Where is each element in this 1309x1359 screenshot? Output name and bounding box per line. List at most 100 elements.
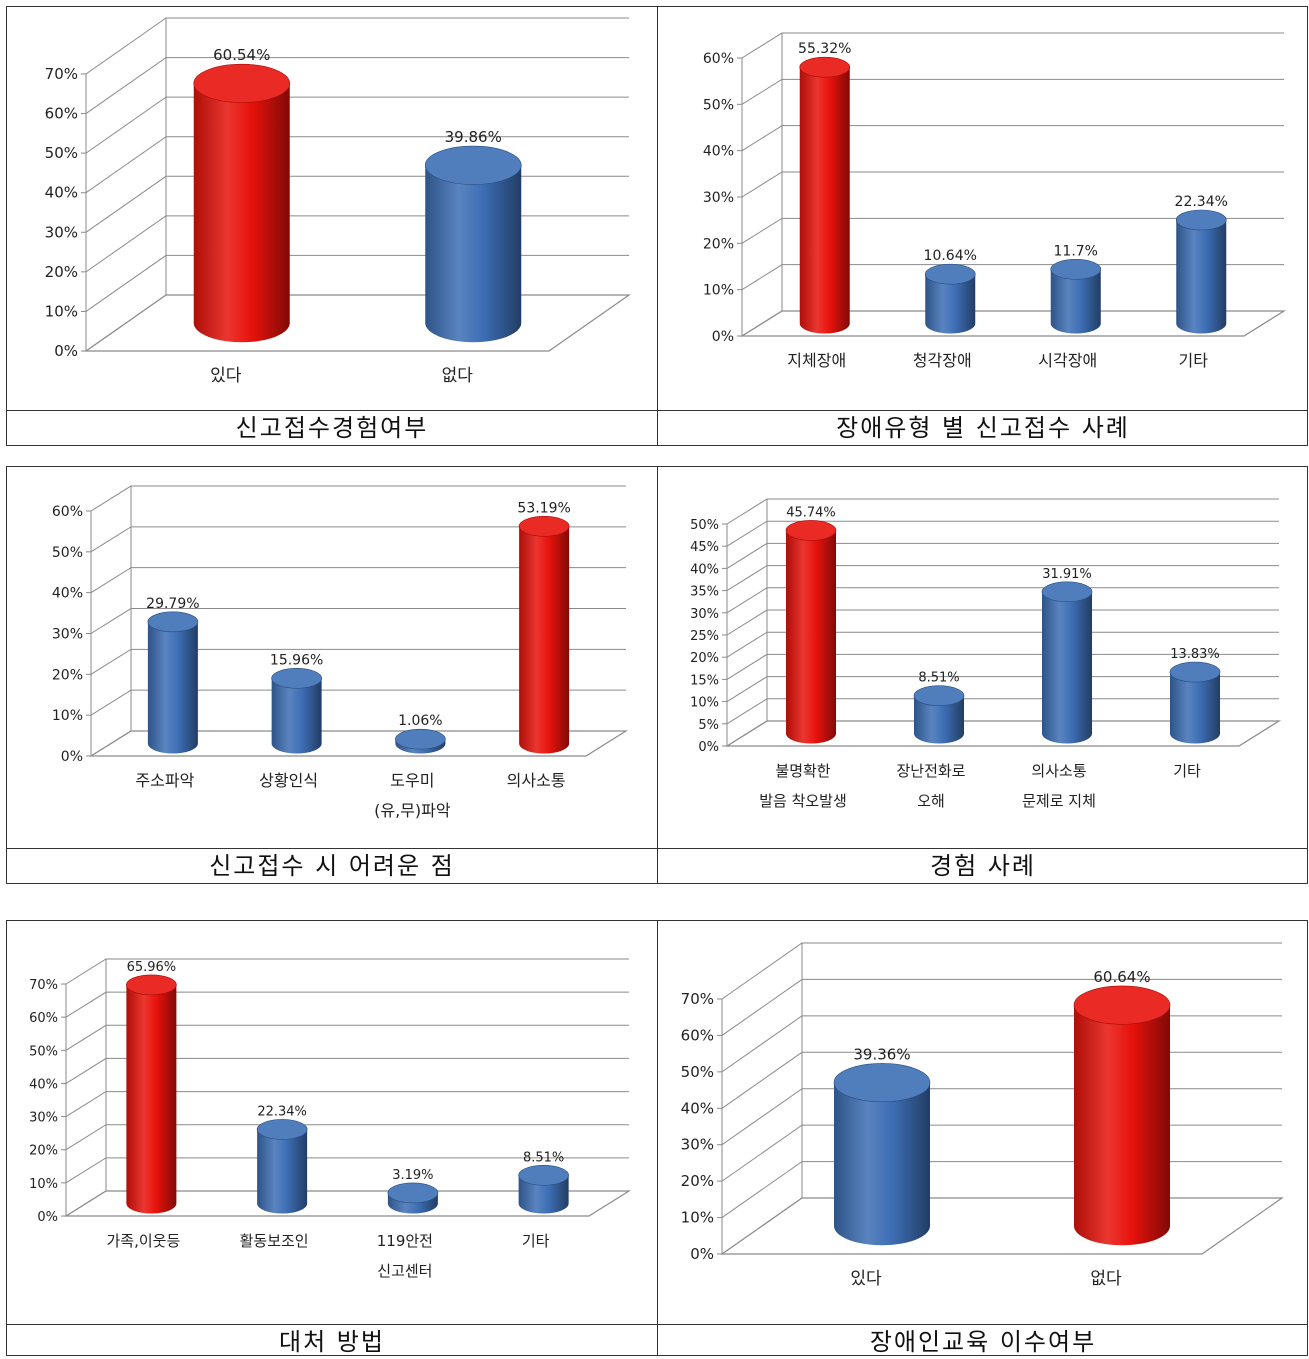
data-label: 13.83%	[1170, 647, 1220, 662]
chart-cell-response-method: 0% 10% 20% 30% 40% 50% 60% 70% 65.96% 22.34% 3.19%…	[7, 921, 657, 1356]
chart-reporting-experience: 0% 10% 20% 30% 40% 50% 60% 70% 60.54% 39.86% 있다 없다	[45, 17, 631, 386]
data-label: 31.91%	[1042, 567, 1092, 582]
y-tick-label: 40%	[703, 144, 734, 160]
bar-body	[925, 274, 976, 334]
bar-body	[425, 165, 522, 343]
bar-top	[193, 63, 291, 103]
y-tick-label: 40%	[681, 1099, 714, 1117]
y-tick-label: 30%	[703, 190, 734, 206]
x-category-label: 발음 착오발생	[759, 792, 847, 810]
y-tick-label: 45%	[690, 540, 719, 555]
x-category-label: 주소파악	[135, 771, 194, 790]
y-tick-label: 0%	[690, 1245, 714, 1263]
y-tick-label: 30%	[690, 607, 719, 622]
gridline	[65, 991, 629, 1018]
gridline	[721, 942, 1282, 1000]
chart-caption: 신고접수 시 어려운 점	[7, 848, 657, 883]
gridline	[85, 254, 629, 312]
bar-body	[786, 530, 836, 744]
bar-top	[1175, 209, 1227, 231]
x-category-label: 기타	[522, 1232, 550, 1250]
gridline	[741, 171, 1284, 198]
gridline	[741, 217, 1284, 244]
gridline	[85, 96, 629, 154]
gridline	[65, 1124, 629, 1151]
gridline	[85, 57, 629, 114]
y-tick-label: 70%	[681, 990, 714, 1008]
data-label: 60.64%	[1093, 968, 1150, 986]
y-tick-label: 40%	[45, 184, 78, 202]
bar-body	[147, 621, 198, 754]
x-category-label: 신고센터	[377, 1262, 432, 1280]
x-category-label: 가족,이웃등	[106, 1232, 180, 1250]
x-category-label: 있다	[850, 1269, 882, 1289]
y-tick-label: 60%	[703, 51, 734, 67]
chart-row-2: 0% 10% 20% 30% 40% 50% 60% 29.79% 15.96% 1.06% 53.…	[6, 466, 1308, 884]
chart-caption: 장애인교육 이수여부	[658, 1324, 1308, 1359]
y-tick-label: 50%	[690, 518, 719, 533]
gridline	[85, 175, 629, 233]
bar-top	[1073, 985, 1171, 1025]
data-label: 22.34%	[257, 1104, 307, 1119]
gridline	[726, 653, 1279, 680]
gridline	[741, 32, 1284, 59]
chart-row-3: 0% 10% 20% 30% 40% 50% 60% 70% 65.96% 22.34% 3.19%…	[6, 920, 1308, 1356]
bar-top	[271, 668, 322, 689]
y-tick-label: 50%	[681, 1063, 714, 1081]
chart-caption: 대처 방법	[7, 1324, 657, 1359]
gridline	[726, 609, 1279, 636]
y-tick-label: 35%	[690, 585, 719, 600]
bar-top	[833, 1063, 931, 1103]
chart-by-disability-type: 0% 10% 20% 30% 40% 50% 60% 55.32% 10.64% 11.7% 22.…	[703, 32, 1287, 370]
gridline	[721, 1015, 1282, 1073]
gridline	[85, 215, 629, 273]
y-tick-label: 0%	[698, 740, 719, 755]
gridline	[741, 264, 1284, 291]
bar-top	[1041, 581, 1093, 603]
y-tick-label: 5%	[698, 718, 719, 733]
gridline	[85, 17, 629, 75]
chart-experience-cases: 0% 5% 10% 15% 20% 25% 30% 35% 40% 45% 50% 45.74% 8.5…	[690, 498, 1282, 810]
data-label: 1.06%	[398, 713, 442, 729]
gridline	[65, 1190, 629, 1217]
gridline	[726, 498, 1279, 525]
chart-caption: 장애유형 별 신고접수 사례	[658, 410, 1308, 445]
gridline	[721, 1161, 1282, 1218]
bar-body	[518, 1175, 569, 1214]
data-label: 55.32%	[798, 41, 851, 57]
bar-body	[271, 678, 322, 754]
gridline	[721, 978, 1282, 1036]
y-tick-label: 50%	[29, 1044, 58, 1059]
gridline	[721, 1197, 1282, 1255]
y-tick-label: 30%	[681, 1136, 714, 1154]
bar-body	[1176, 219, 1227, 334]
bar-top	[1050, 258, 1102, 280]
y-tick-label: 50%	[45, 144, 78, 162]
chart-difficulties: 0% 10% 20% 30% 40% 50% 60% 29.79% 15.96% 1.06% 53.…	[52, 485, 629, 820]
gridline	[65, 1157, 629, 1184]
chart-caption: 경험 사례	[658, 848, 1308, 883]
data-label: 15.96%	[270, 652, 323, 668]
bar-top	[147, 611, 199, 633]
chart-response-method: 0% 10% 20% 30% 40% 50% 60% 70% 65.96% 22.34% 3.19%…	[29, 958, 632, 1280]
gridline	[741, 125, 1284, 152]
gridline	[721, 1124, 1282, 1182]
y-tick-label: 30%	[45, 223, 78, 241]
gridline	[721, 1051, 1282, 1109]
y-tick-label: 50%	[52, 545, 83, 561]
x-category-label: 없다	[442, 366, 474, 386]
chart-cell-education-completion: 0% 10% 20% 30% 40% 50% 60% 70% 39.36% 60.64% 있다 없다 …	[657, 921, 1308, 1356]
y-tick-label: 70%	[45, 65, 78, 83]
y-tick-label: 10%	[52, 708, 83, 724]
gridline	[726, 720, 1279, 747]
gridline	[90, 608, 626, 634]
data-label: 65.96%	[127, 960, 177, 975]
data-label: 39.36%	[853, 1045, 910, 1063]
chart-caption: 신고접수경험여부	[7, 410, 657, 445]
x-category-label: 기타	[1173, 762, 1201, 780]
gridline	[741, 78, 1284, 105]
bar-top	[799, 56, 851, 78]
bar-body	[799, 67, 850, 334]
y-tick-label: 60%	[52, 504, 83, 520]
y-tick-label: 70%	[29, 978, 58, 993]
